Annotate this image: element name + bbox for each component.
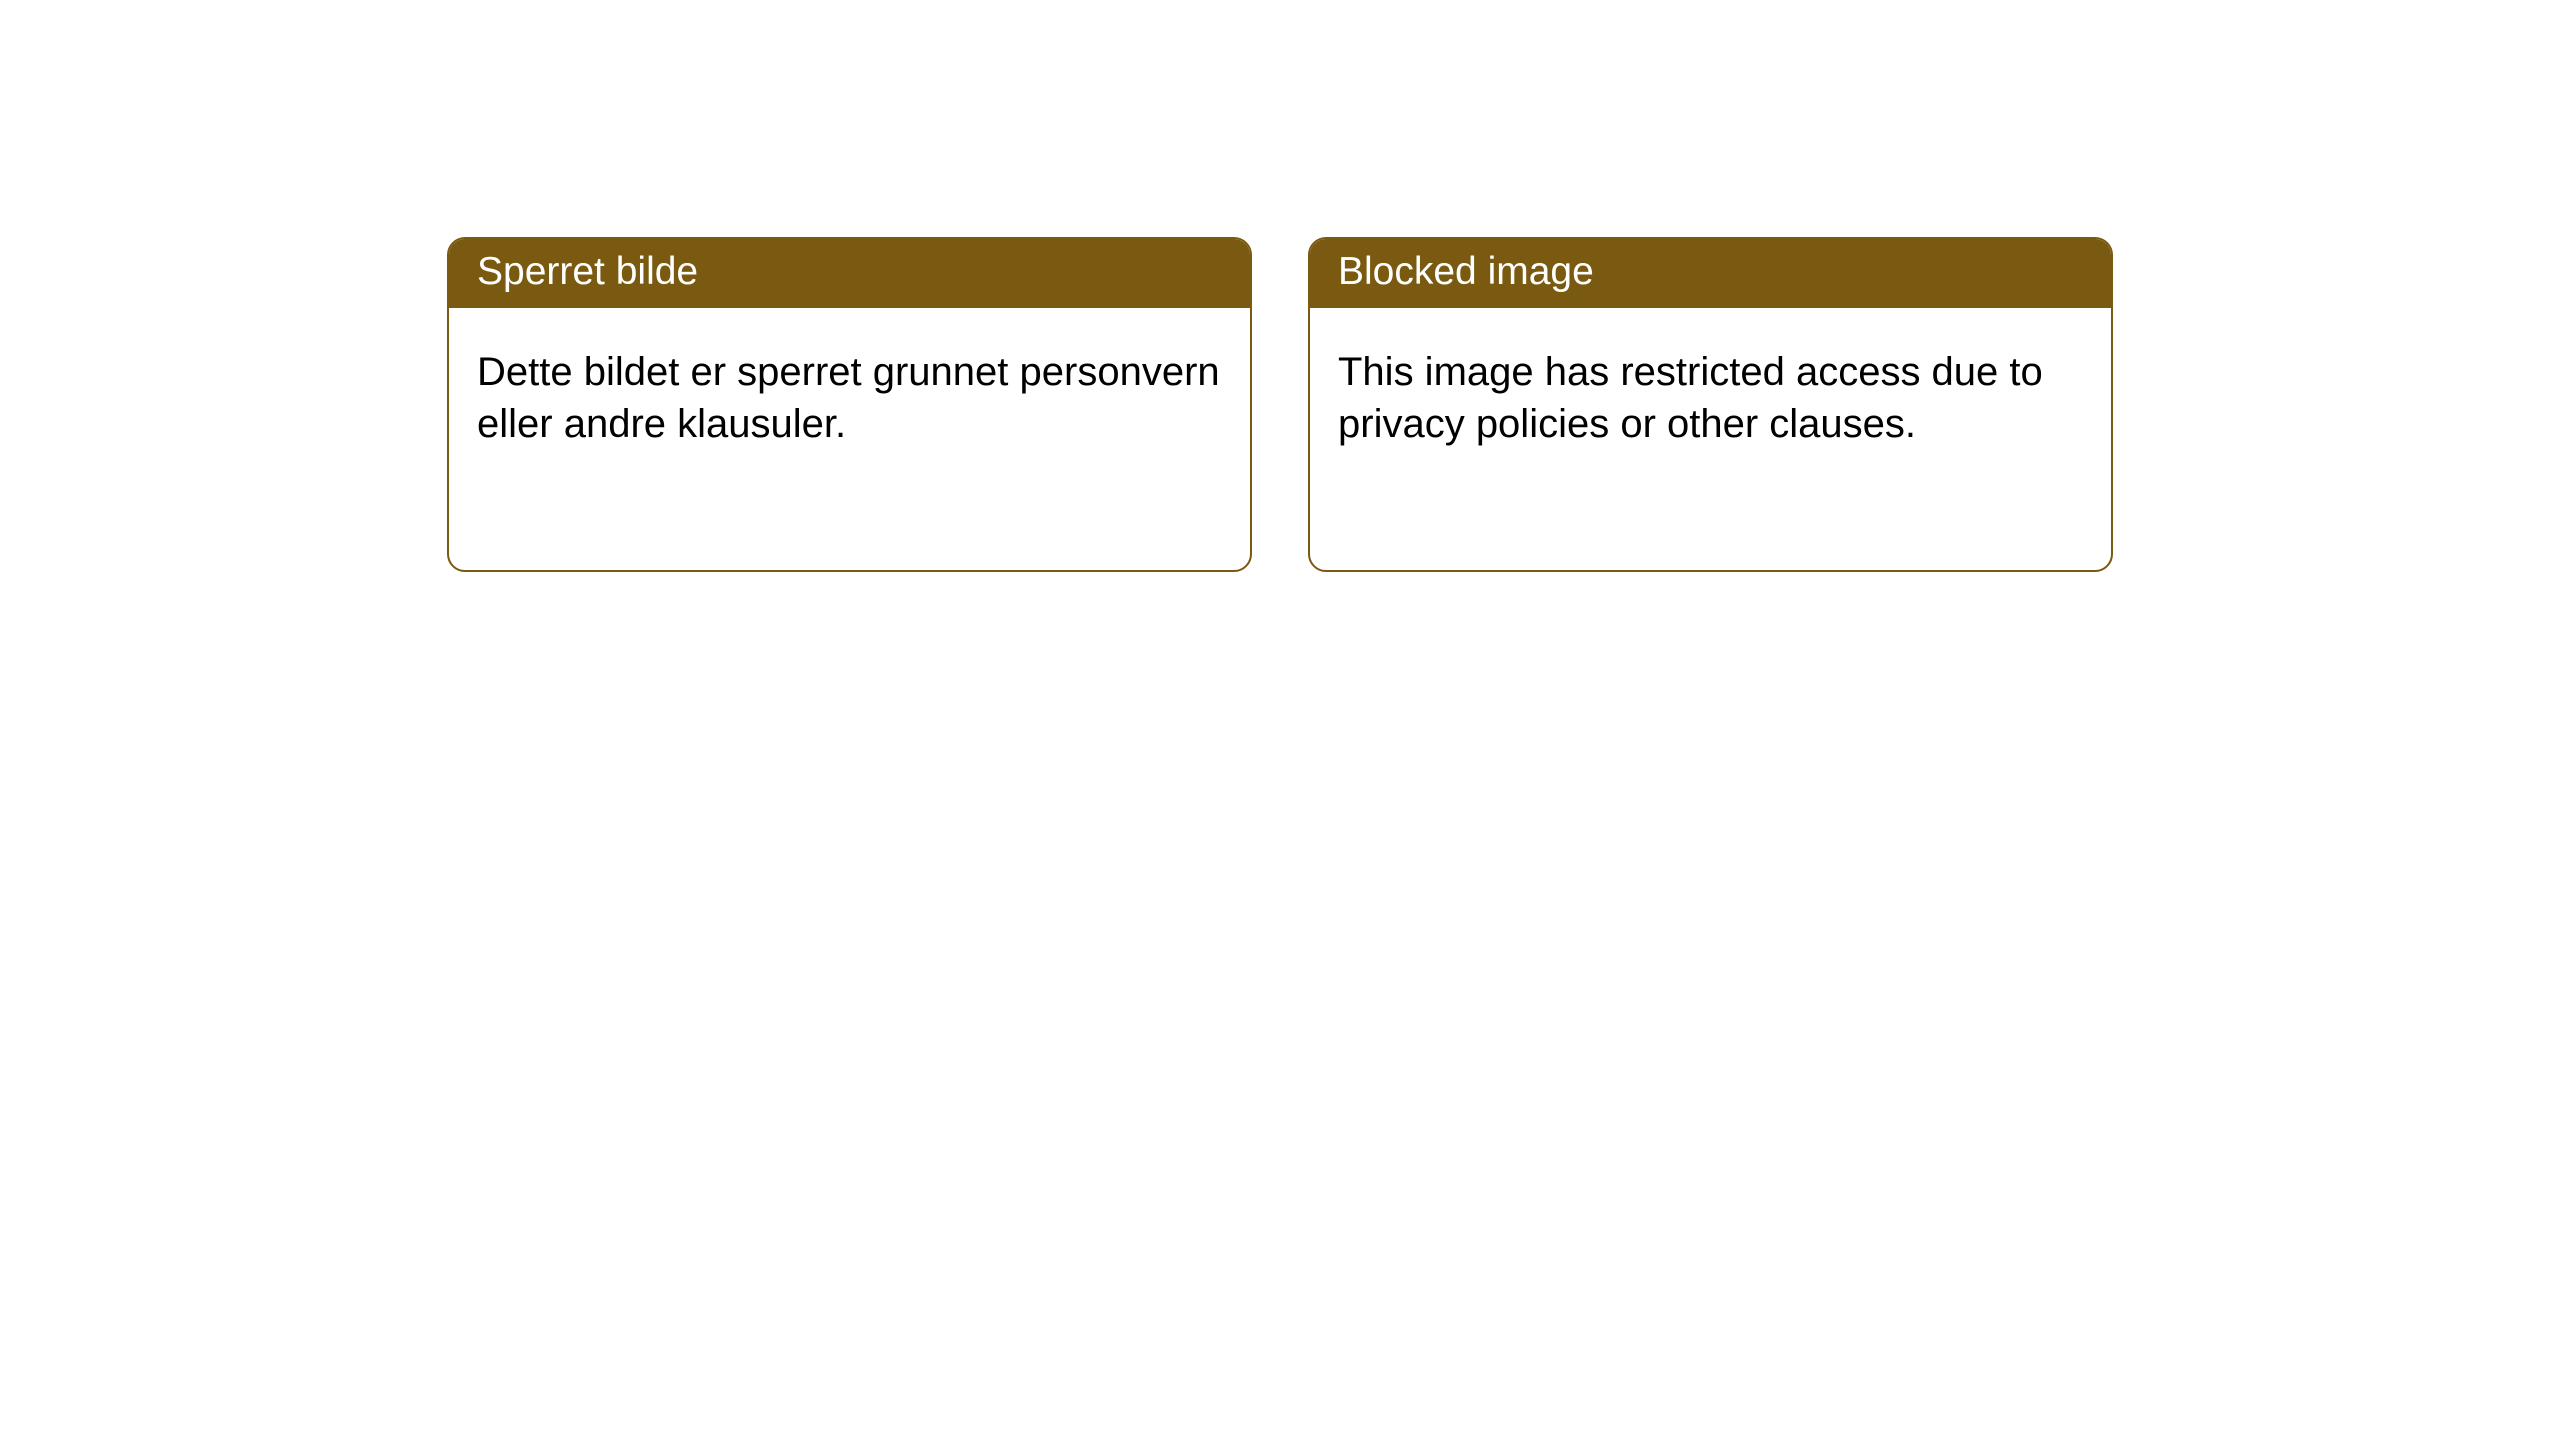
notice-card-norwegian: Sperret bilde Dette bildet er sperret gr…: [447, 237, 1252, 572]
notice-card-body: This image has restricted access due to …: [1310, 308, 2111, 478]
notice-card-title: Sperret bilde: [449, 239, 1250, 308]
notice-card-english: Blocked image This image has restricted …: [1308, 237, 2113, 572]
notice-card-body: Dette bildet er sperret grunnet personve…: [449, 308, 1250, 478]
notice-card-title: Blocked image: [1310, 239, 2111, 308]
notice-card-container: Sperret bilde Dette bildet er sperret gr…: [0, 0, 2560, 572]
